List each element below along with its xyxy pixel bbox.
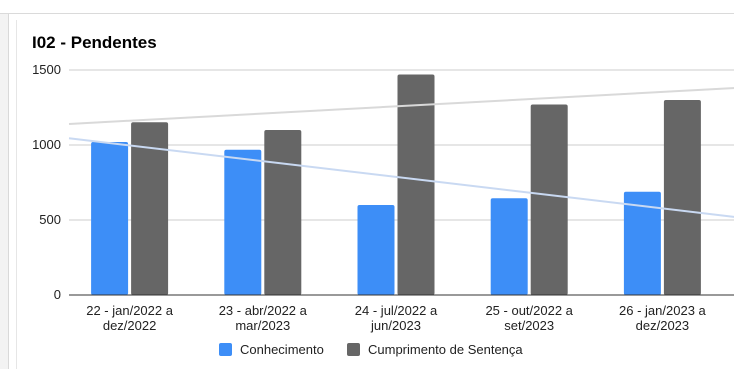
bar-conhecimento-0[interactable] xyxy=(91,142,129,295)
x-tick-label-line-0: 24 - jul/2022 a xyxy=(355,303,438,318)
legend[interactable]: Conhecimento Cumprimento de Sentença xyxy=(219,342,523,357)
y-tick-label-2: 1000 xyxy=(32,137,61,152)
x-tick-label-line-0: 22 - jan/2022 a xyxy=(86,303,174,318)
bar-conhecimento-2[interactable] xyxy=(357,205,395,295)
bar-conhecimento-4[interactable] xyxy=(623,191,661,295)
y-axis-ticks: 0 500 1000 1500 xyxy=(32,62,61,302)
bar-conhecimento-3[interactable] xyxy=(490,198,528,295)
bar-cumprimento-de-senten-a-3[interactable] xyxy=(530,104,568,296)
bar-cumprimento-de-senten-a-1[interactable] xyxy=(264,130,302,295)
chart-svg: I02 - Pendentes 0 500 1000 1500 22 - jan/20… xyxy=(32,33,734,357)
x-tick-label-3: 25 - out/2022 a set/2023 xyxy=(485,303,573,333)
x-tick-label-1: 23 - abr/2022 a mar/2023 xyxy=(219,303,308,333)
trendlines xyxy=(68,87,734,218)
x-tick-label-line-1: dez/2023 xyxy=(636,318,690,333)
x-axis-ticks: 22 - jan/2022 a dez/2022 23 - abr/2022 a ma… xyxy=(86,303,706,333)
bar-cumprimento-de-senten-a-2[interactable] xyxy=(397,74,435,296)
chart-title: I02 - Pendentes xyxy=(32,33,157,52)
bars xyxy=(91,74,701,296)
legend-label-0[interactable]: Conhecimento xyxy=(240,342,324,357)
trendline-conhecimento xyxy=(68,137,734,218)
x-tick-label-line-1: jun/2023 xyxy=(370,318,421,333)
x-tick-label-2: 24 - jul/2022 a jun/2023 xyxy=(355,303,438,333)
legend-swatch-1[interactable] xyxy=(347,343,360,356)
x-tick-label-0: 22 - jan/2022 a dez/2022 xyxy=(86,303,174,333)
chart-card[interactable]: I02 - Pendentes 0 500 1000 1500 22 - jan/20… xyxy=(16,20,734,369)
y-tick-label-0: 0 xyxy=(54,287,61,302)
x-tick-label-line-1: dez/2022 xyxy=(103,318,157,333)
bar-conhecimento-1[interactable] xyxy=(224,149,262,295)
y-tick-label-3: 1500 xyxy=(32,62,61,77)
legend-label-1[interactable]: Cumprimento de Sentença xyxy=(368,342,523,357)
x-tick-label-line-0: 25 - out/2022 a xyxy=(485,303,573,318)
trendline-cumprimento-de-senten-a xyxy=(68,87,734,125)
x-tick-label-line-0: 23 - abr/2022 a xyxy=(219,303,308,318)
bar-cumprimento-de-senten-a-4[interactable] xyxy=(663,100,701,295)
window-left-border xyxy=(0,14,9,369)
x-tick-label-line-1: mar/2023 xyxy=(235,318,290,333)
x-tick-label-line-0: 26 - jan/2023 a xyxy=(619,303,707,318)
bar-cumprimento-de-senten-a-0[interactable] xyxy=(131,122,169,295)
window-top-border xyxy=(0,0,734,14)
x-tick-label-4: 26 - jan/2023 a dez/2023 xyxy=(619,303,707,333)
x-tick-label-line-1: set/2023 xyxy=(504,318,554,333)
legend-swatch-0[interactable] xyxy=(219,343,232,356)
y-tick-label-1: 500 xyxy=(39,212,61,227)
